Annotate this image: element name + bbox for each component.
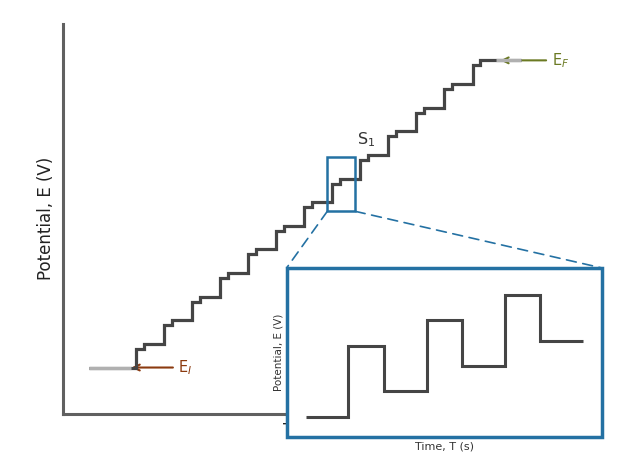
X-axis label: Time, T (s): Time, T (s) (415, 441, 474, 451)
Text: E$_I$: E$_I$ (134, 358, 193, 377)
Text: E$_F$: E$_F$ (503, 51, 569, 70)
Bar (327, 157, 355, 212)
X-axis label: Time, T (s): Time, T (s) (283, 422, 379, 440)
Y-axis label: Potential, E (V): Potential, E (V) (274, 314, 284, 391)
Y-axis label: Potential, E (V): Potential, E (V) (37, 157, 55, 280)
Text: S$_1$: S$_1$ (357, 131, 375, 149)
